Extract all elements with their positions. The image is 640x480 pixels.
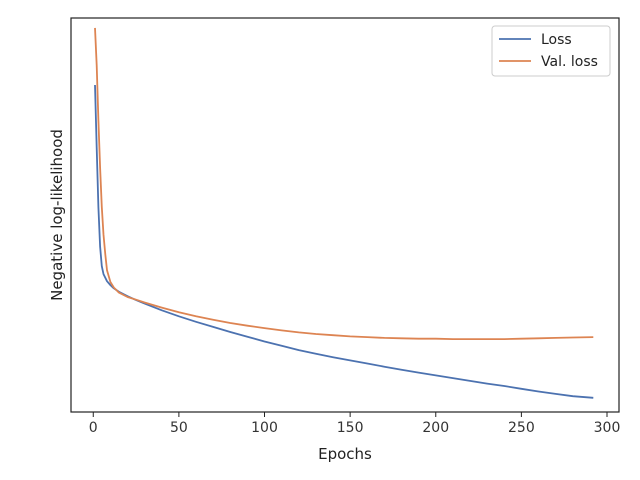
legend-label-val-loss: Val. loss (541, 54, 598, 70)
series-line-loss (94, 84, 594, 399)
x-tick-label: 50 (170, 420, 188, 436)
x-tick-label: 300 (594, 420, 621, 436)
series-line-val-loss (94, 27, 594, 341)
x-axis-title: Epochs (318, 445, 372, 463)
legend-label-loss: Loss (541, 32, 572, 48)
x-tick-label: 250 (508, 420, 535, 436)
y-axis-title: Negative log-likelihood (48, 129, 66, 301)
x-tick-label: 200 (422, 420, 449, 436)
x-tick-label: 0 (89, 420, 98, 436)
series-lines (94, 27, 594, 399)
x-axis-ticks: 0 50 100 150 200 250 300 (89, 412, 621, 436)
x-tick-label: 150 (337, 420, 364, 436)
legend: Loss Val. loss (491, 25, 611, 77)
plot-area (70, 17, 620, 413)
x-tick-label: 100 (251, 420, 278, 436)
